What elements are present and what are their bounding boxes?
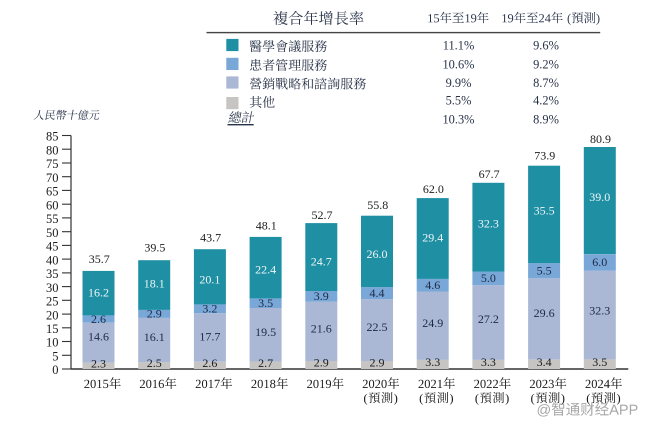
svg-text:2.9: 2.9 bbox=[314, 356, 329, 370]
svg-text:85: 85 bbox=[46, 130, 59, 144]
svg-text:35.7: 35.7 bbox=[89, 252, 110, 266]
svg-text:62.0: 62.0 bbox=[423, 182, 444, 196]
svg-text:30: 30 bbox=[46, 281, 59, 295]
svg-text:2.6: 2.6 bbox=[91, 312, 106, 326]
svg-text:4.4: 4.4 bbox=[370, 286, 385, 300]
svg-text:3.5: 3.5 bbox=[258, 296, 273, 310]
svg-text:5.5%: 5.5% bbox=[446, 94, 472, 108]
svg-text:55.8: 55.8 bbox=[367, 198, 388, 212]
svg-text:5.5: 5.5 bbox=[537, 264, 552, 278]
svg-text:27.2: 27.2 bbox=[478, 312, 499, 326]
svg-text:11.1%: 11.1% bbox=[443, 39, 475, 53]
svg-text:40: 40 bbox=[46, 253, 59, 267]
svg-text:2.9: 2.9 bbox=[370, 356, 385, 370]
svg-text:9.2%: 9.2% bbox=[533, 58, 559, 72]
svg-text:24.9: 24.9 bbox=[422, 316, 443, 330]
svg-text:43.7: 43.7 bbox=[200, 230, 221, 244]
svg-text:10.6%: 10.6% bbox=[442, 58, 474, 72]
svg-text:73.9: 73.9 bbox=[534, 149, 555, 163]
svg-text:32.3: 32.3 bbox=[478, 216, 499, 230]
svg-text:5: 5 bbox=[52, 350, 58, 364]
svg-text:35.5: 35.5 bbox=[534, 204, 555, 218]
svg-text:3.2: 3.2 bbox=[202, 302, 217, 316]
svg-text:80: 80 bbox=[46, 143, 59, 157]
svg-text:18.1: 18.1 bbox=[144, 277, 165, 291]
svg-text:55: 55 bbox=[46, 212, 59, 226]
svg-text:8.9%: 8.9% bbox=[533, 113, 559, 127]
svg-text:48.1: 48.1 bbox=[256, 219, 277, 233]
svg-text:16.1: 16.1 bbox=[144, 330, 165, 344]
svg-text:15: 15 bbox=[46, 322, 59, 336]
svg-text:2.7: 2.7 bbox=[258, 356, 273, 370]
svg-text:67.7: 67.7 bbox=[479, 167, 500, 181]
svg-text:4.2%: 4.2% bbox=[533, 94, 559, 108]
svg-text:16.2: 16.2 bbox=[88, 285, 109, 299]
svg-text:39.0: 39.0 bbox=[589, 190, 610, 204]
svg-text:22.4: 22.4 bbox=[255, 263, 276, 277]
svg-text:75: 75 bbox=[46, 157, 59, 171]
svg-text:9.9%: 9.9% bbox=[446, 76, 472, 90]
svg-text:32.3: 32.3 bbox=[589, 303, 610, 317]
svg-text:6.0: 6.0 bbox=[592, 255, 607, 269]
svg-text:19.5: 19.5 bbox=[255, 325, 276, 339]
svg-text:39.5: 39.5 bbox=[144, 241, 165, 255]
svg-text:3.9: 3.9 bbox=[314, 289, 329, 303]
svg-text:8.7%: 8.7% bbox=[533, 76, 559, 90]
svg-text:5.0: 5.0 bbox=[481, 271, 496, 285]
svg-text:2.5: 2.5 bbox=[147, 356, 162, 370]
svg-text:0: 0 bbox=[52, 363, 58, 377]
svg-text:65: 65 bbox=[46, 185, 59, 199]
svg-text:29.4: 29.4 bbox=[422, 231, 443, 245]
svg-text:3.3: 3.3 bbox=[481, 355, 496, 369]
svg-text:2.9: 2.9 bbox=[147, 307, 162, 321]
svg-text:25: 25 bbox=[46, 295, 59, 309]
svg-text:21.6: 21.6 bbox=[311, 322, 332, 336]
svg-text:50: 50 bbox=[46, 226, 59, 240]
svg-text:70: 70 bbox=[46, 171, 59, 185]
svg-text:35: 35 bbox=[46, 267, 59, 281]
svg-text:4.6: 4.6 bbox=[425, 278, 440, 292]
svg-text:80.9: 80.9 bbox=[590, 132, 611, 146]
svg-text:14.6: 14.6 bbox=[88, 330, 109, 344]
svg-text:3.5: 3.5 bbox=[592, 355, 607, 369]
svg-text:22.5: 22.5 bbox=[367, 320, 388, 334]
svg-text:3.4: 3.4 bbox=[537, 355, 552, 369]
svg-text:3.3: 3.3 bbox=[425, 355, 440, 369]
svg-text:17.7: 17.7 bbox=[199, 329, 220, 343]
svg-text:9.6%: 9.6% bbox=[533, 39, 559, 53]
svg-text:20: 20 bbox=[46, 308, 59, 322]
svg-text:10: 10 bbox=[46, 336, 59, 350]
svg-text:60: 60 bbox=[46, 198, 59, 212]
svg-text:29.6: 29.6 bbox=[534, 306, 555, 320]
svg-text:2.6: 2.6 bbox=[202, 356, 217, 370]
svg-text:52.7: 52.7 bbox=[312, 208, 333, 222]
svg-text:10.3%: 10.3% bbox=[442, 113, 474, 127]
svg-text:26.0: 26.0 bbox=[367, 247, 388, 261]
svg-text:20.1: 20.1 bbox=[199, 273, 220, 287]
svg-text:2.3: 2.3 bbox=[91, 356, 106, 370]
svg-text:45: 45 bbox=[46, 240, 59, 254]
svg-text:24.7: 24.7 bbox=[311, 255, 332, 269]
